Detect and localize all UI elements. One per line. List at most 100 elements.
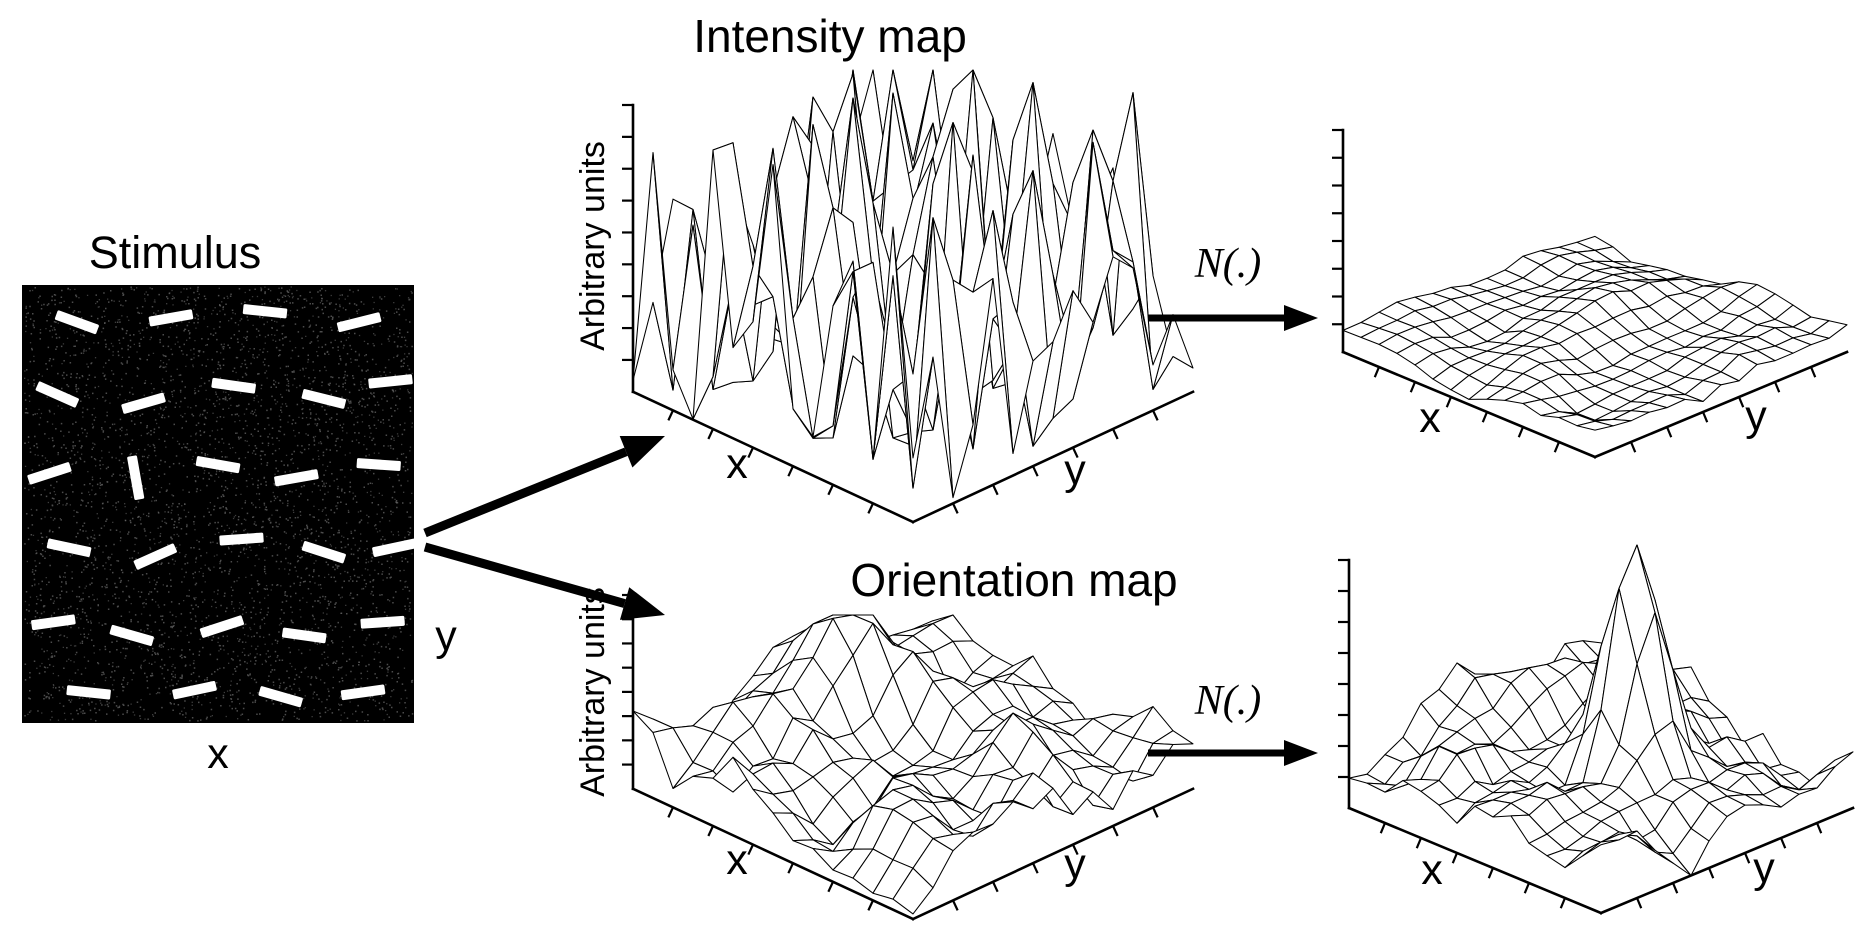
y-axis-tick — [1635, 897, 1643, 909]
stimulus-image-background — [22, 285, 414, 723]
x-axis-tick — [1517, 426, 1525, 438]
stimulus-bar — [133, 543, 177, 570]
stimulus-bar — [368, 374, 413, 389]
x-axis-tick — [1451, 852, 1459, 864]
stimulus-bar — [54, 310, 99, 335]
y-axis-tick — [1072, 447, 1079, 459]
flow-arrow-to-orientation-map-shaft — [423, 542, 626, 608]
intensity-y-axis-label: y — [1064, 446, 1086, 494]
y-axis-tick — [1152, 806, 1159, 818]
stimulus-bar — [258, 686, 303, 708]
y-axis — [911, 787, 1195, 921]
y-axis-tick — [1809, 366, 1817, 378]
y-axis-tick — [992, 881, 999, 893]
stimulus-bar — [301, 541, 346, 564]
y-axis-tick — [952, 899, 959, 911]
intensity-map-title: Intensity map — [693, 10, 967, 62]
stimulus-bar — [360, 615, 405, 629]
surface-mesh — [632, 614, 1194, 915]
x-axis — [1347, 806, 1603, 915]
normalized-intensity-y-axis-label: y — [1745, 392, 1767, 440]
x-axis-tick — [787, 465, 794, 477]
stimulus-bar — [35, 381, 79, 408]
stimulus-bar — [211, 377, 256, 394]
stimulus-target-bar — [127, 455, 145, 501]
x-axis-tick — [1523, 882, 1531, 894]
y-axis-tick — [1152, 409, 1159, 421]
stimulus-bar — [219, 532, 264, 546]
flow-arrow-to-intensity-map-shaft — [423, 447, 628, 538]
x-axis-tick — [747, 447, 754, 459]
x-axis-tick — [1559, 897, 1567, 909]
y-axis-tick — [1629, 441, 1637, 453]
surface-axes — [622, 593, 1195, 921]
orientation-x-axis-label: x — [726, 836, 748, 884]
orientation-map-title: Orientation map — [850, 554, 1177, 606]
x-axis — [1341, 350, 1597, 459]
surface-axes — [1332, 128, 1849, 459]
stimulus-bar — [281, 627, 327, 644]
normalize-arrow-bottom-head — [1284, 740, 1318, 766]
stimulus-bar — [301, 389, 347, 409]
x-axis-tick — [667, 806, 674, 818]
y-axis — [1593, 350, 1849, 459]
stimulus-bars — [27, 304, 417, 708]
y-axis-tick — [1671, 882, 1679, 894]
x-axis-tick — [1379, 822, 1387, 834]
normalization-label-top: N(.) — [1194, 241, 1262, 287]
x-axis-tick — [747, 844, 754, 856]
stimulus-x-axis-label: x — [207, 730, 229, 778]
stimulus-noise-speckle — [24, 286, 414, 722]
y-axis-tick — [1032, 465, 1039, 477]
y-axis-tick — [1779, 837, 1787, 849]
x-axis-tick — [1415, 837, 1423, 849]
x-axis-tick — [1373, 366, 1381, 378]
stimulus-bar — [27, 462, 72, 485]
stimulus-y-axis-label: y — [435, 612, 457, 660]
stimulus-title: Stimulus — [89, 227, 262, 278]
surface-axes — [622, 103, 1195, 524]
stimulus-bar — [66, 685, 111, 700]
x-axis-tick — [667, 409, 674, 421]
normalize-arrow-top-head — [1284, 305, 1318, 331]
stimulus-bar — [336, 312, 382, 333]
stimulus-bar — [199, 615, 244, 638]
intensity-map-surface — [622, 69, 1195, 524]
normalized-orientation-surface — [1338, 544, 1855, 915]
x-axis-tick — [867, 502, 874, 514]
flow-arrow-to-orientation-map-head — [619, 587, 665, 620]
stimulus-bar — [372, 538, 417, 557]
y-axis-tick — [952, 502, 959, 514]
x-axis-tick — [1553, 441, 1561, 453]
stimulus-bar — [148, 309, 194, 327]
x-axis-tick — [1409, 381, 1417, 393]
x-axis-tick — [1487, 867, 1495, 879]
intensity-zaxis-label: Arbitrary units — [574, 141, 612, 351]
x-axis-tick — [827, 484, 834, 496]
y-axis-tick — [1737, 396, 1745, 408]
normalization-label-bottom: N(.) — [1194, 678, 1262, 724]
y-axis-tick — [1072, 844, 1079, 856]
flow-arrow-to-intensity-map-head — [619, 435, 665, 468]
x-axis — [631, 787, 915, 921]
normalized-intensity-surface — [1332, 128, 1849, 459]
x-axis-tick — [867, 899, 874, 911]
stimulus-bar — [242, 304, 288, 319]
x-axis-tick — [827, 881, 834, 893]
y-axis-tick — [992, 484, 999, 496]
x-axis-tick — [707, 825, 714, 837]
y-axis-tick — [1743, 852, 1751, 864]
y-axis-tick — [1112, 825, 1119, 837]
y-axis — [1599, 806, 1855, 915]
y-axis-tick — [1707, 867, 1715, 879]
orientation-zaxis-label: Arbitrary units — [574, 587, 612, 797]
y-axis-tick — [1701, 411, 1709, 423]
y-axis-tick — [1112, 428, 1119, 440]
y-axis-tick — [1665, 426, 1673, 438]
orientation-map-surface — [622, 593, 1195, 921]
x-axis-tick — [787, 862, 794, 874]
normalized-intensity-x-axis-label: x — [1419, 394, 1441, 442]
y-axis-tick — [1032, 862, 1039, 874]
normalized-orientation-x-axis-label: x — [1421, 846, 1443, 894]
